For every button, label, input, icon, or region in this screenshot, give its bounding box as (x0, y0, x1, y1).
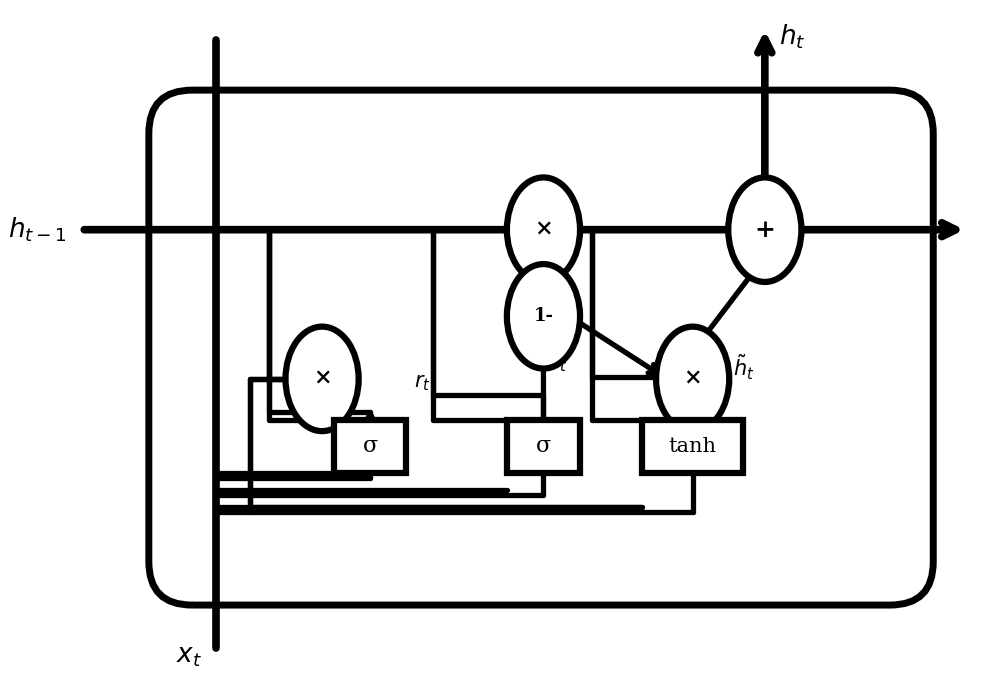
Text: $h_t$: $h_t$ (779, 23, 806, 51)
Ellipse shape (286, 327, 359, 431)
Ellipse shape (728, 177, 801, 282)
FancyBboxPatch shape (642, 420, 743, 473)
FancyBboxPatch shape (507, 420, 580, 473)
Text: 1-: 1- (533, 307, 553, 326)
FancyBboxPatch shape (334, 420, 406, 473)
Text: $h_{t-1}$: $h_{t-1}$ (8, 216, 67, 244)
Text: $x_t$: $x_t$ (176, 643, 202, 668)
Text: $r_t$: $r_t$ (414, 374, 430, 393)
Text: +: + (754, 218, 775, 241)
Text: ×: × (313, 368, 331, 390)
Text: $z_t$: $z_t$ (548, 354, 567, 374)
Text: $\tilde{h}_t$: $\tilde{h}_t$ (733, 353, 755, 382)
Text: ×: × (534, 218, 553, 241)
Text: σ: σ (536, 435, 551, 457)
Text: ×: × (683, 368, 702, 390)
Ellipse shape (507, 264, 580, 369)
Ellipse shape (656, 327, 729, 431)
Text: σ: σ (363, 435, 378, 457)
Ellipse shape (507, 177, 580, 282)
Text: tanh: tanh (669, 437, 717, 456)
